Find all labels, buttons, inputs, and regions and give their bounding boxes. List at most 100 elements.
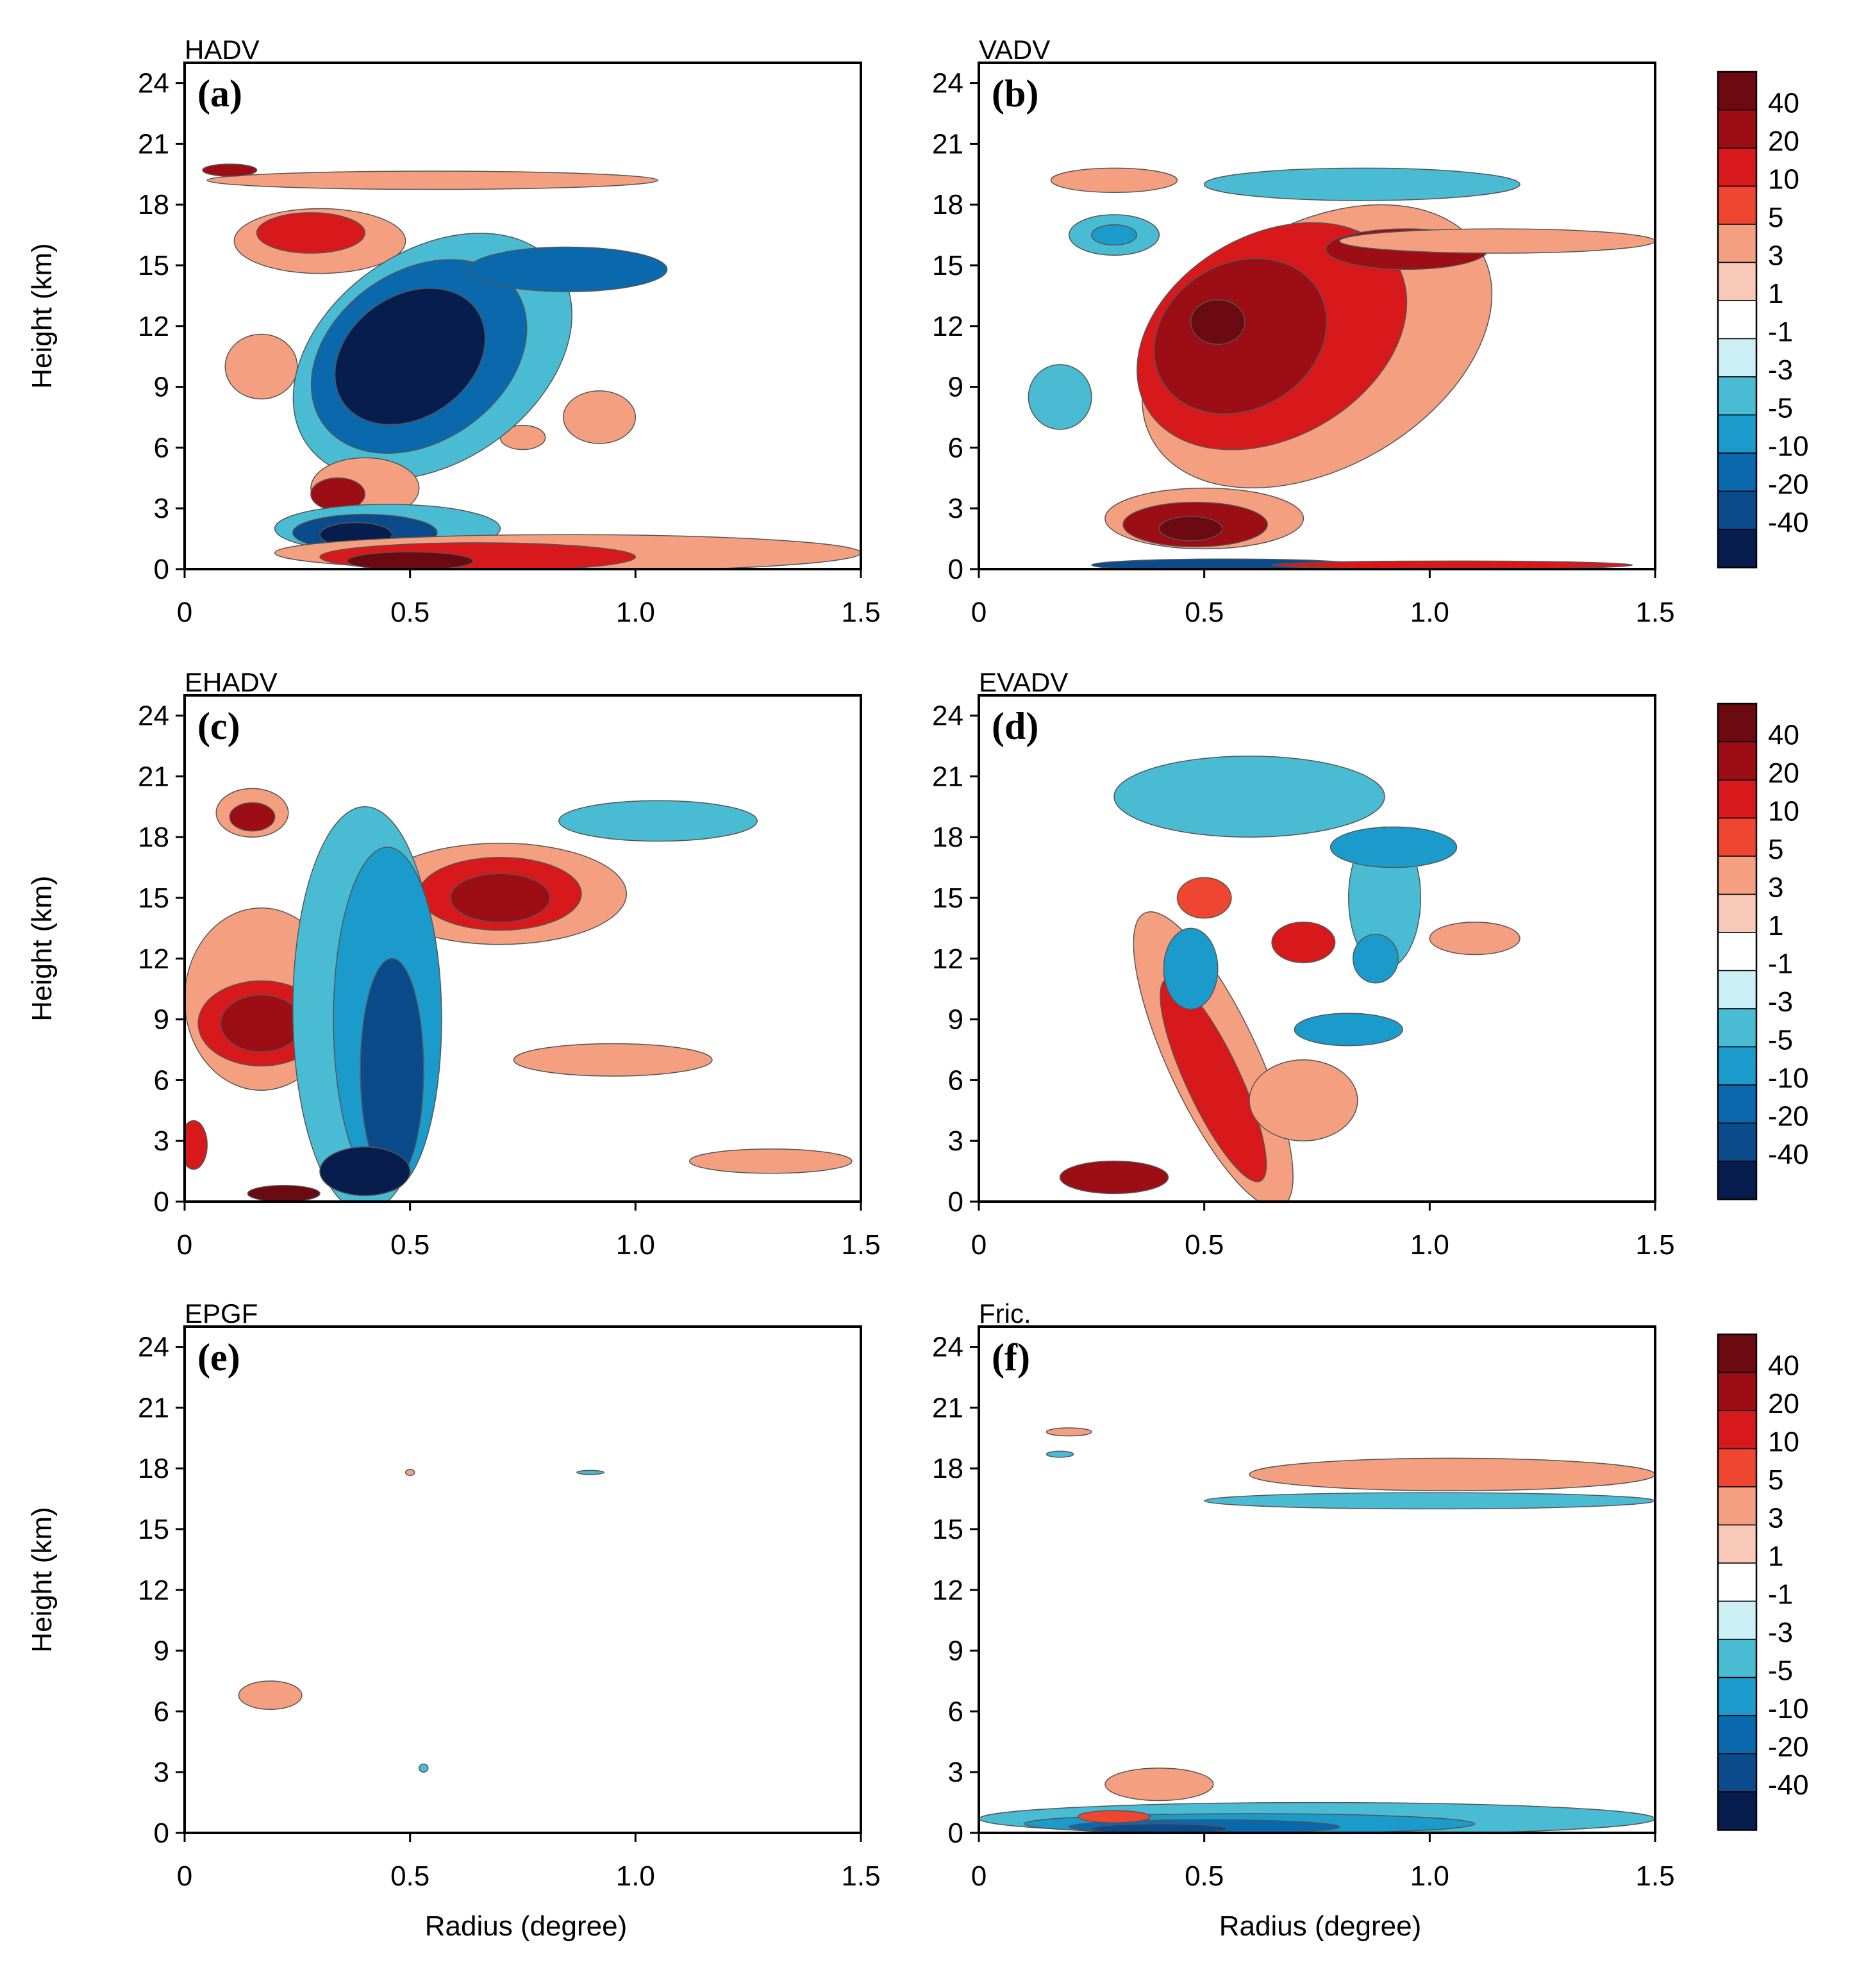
panel-c: 0 3 6 9 12 15 18 21 24 0 0.5 1.0 1.5 Height (km) EHADV… [26,667,881,1261]
y-tick-label: 12 [932,311,963,342]
panel-title: HADV [185,35,260,65]
plot-area [238,1469,604,1773]
y-tick-label: 3 [948,1125,963,1157]
contour-feature [563,390,637,444]
colorbar-swatch [1717,224,1757,263]
colorbar-swatch [1717,970,1757,1009]
colorbar-swatch [1717,1715,1757,1755]
y-tick-label: 0 [948,1818,963,1849]
colorbar-swatch [1717,856,1757,895]
contour-feature [1176,877,1232,919]
contour-feature [1429,922,1521,956]
panel-a: 0 3 6 9 12 15 18 21 24 0 0.5 1.0 1.5 Height (km) HADV (… [26,35,881,628]
colorbar-swatch [1717,932,1757,972]
colorbar-swatch [1717,261,1757,301]
panel-d: 0 3 6 9 12 15 18 21 24 0 0.5 1.0 1.5 EVADV (d) [932,667,1675,1261]
contour-feature [229,802,276,832]
x-tick-label: 1.0 [616,597,655,628]
panel-letter: (a) [197,72,242,115]
colorbar-swatch [1717,1161,1757,1200]
colorbar-label: 5 [1768,202,1783,233]
y-tick-label: 18 [932,1453,963,1484]
contour-feature [418,1763,429,1773]
y-tick-label: 21 [138,761,169,792]
colorbar-swatch [1717,1008,1757,1048]
colorbar-swatch [1717,703,1757,743]
colorbar-label: 10 [1768,164,1799,195]
contour-feature [1203,167,1521,201]
colorbar-label: -20 [1768,469,1809,501]
x-tick-label: 0 [177,597,192,628]
contour-feature [1249,1059,1358,1141]
colorbar-label: 1 [1768,910,1783,941]
colorbar-label: 1 [1768,278,1783,310]
colorbar-swatch [1717,1639,1757,1678]
colorbar-label: -40 [1768,1139,1809,1170]
colorbar: 40 20 10 5 3 1 -1 -3 -5 -10 -20 -40 [1717,1333,1809,1831]
x-tick-label: 0.5 [390,1229,429,1261]
y-tick-label: 0 [154,554,169,585]
plot-area [185,788,853,1202]
y-tick-label: 24 [932,1332,963,1363]
colorbar-label: 20 [1768,126,1799,157]
plot-area [1028,167,1655,569]
contour-feature [1249,1457,1655,1491]
colorbar-label: -5 [1768,1025,1793,1056]
colorbar-label: 20 [1768,758,1799,789]
contour-feature [576,1470,604,1475]
colorbar-swatch [1717,529,1757,568]
contour-feature [1046,1427,1092,1437]
colorbar-swatch [1717,490,1757,530]
x-tick-label: 0.5 [1185,1860,1224,1892]
colorbar-label: -40 [1768,507,1809,538]
plot-frame [183,694,862,1203]
colorbar: 40 20 10 5 3 1 -1 -3 -5 -10 -20 -40 [1717,70,1809,568]
y-tick-label: 21 [932,128,963,160]
colorbar-swatch [1717,1562,1757,1602]
panel-letter: (d) [992,705,1038,747]
colorbar-label: -3 [1768,1617,1793,1648]
contour-feature [468,246,668,292]
contour-feature [1046,1450,1074,1458]
contour-feature [450,873,551,923]
x-tick-label: 1.5 [841,597,880,628]
contour-feature [247,1184,321,1202]
plot-area [202,163,861,569]
y-tick-label: 15 [932,882,963,914]
y-tick-label: 18 [138,822,169,853]
y-tick-label: 6 [948,1696,963,1727]
contour-feature [1294,1013,1403,1047]
y-tick-label: 15 [138,250,169,281]
plot-frame [183,1325,862,1834]
y-tick-label: 6 [154,1064,169,1096]
panel-letter: (e) [197,1336,240,1379]
y-axis-label: Height (km) [26,243,58,388]
contour-feature [1091,224,1137,246]
y-tick-label: 9 [154,372,169,403]
plot-frame [978,1325,1656,1834]
panel-f: 0 3 6 9 12 15 18 21 24 0 0.5 1.0 1.5 Radius (degree) F… [932,1298,1675,1942]
colorbar-swatch [1717,1371,1757,1411]
colorbar: 40 20 10 5 3 1 -1 -3 -5 -10 -20 -40 [1717,702,1809,1200]
colorbar-swatch [1717,338,1757,377]
y-tick-label: 12 [932,1575,963,1606]
contour-feature [1059,1161,1169,1195]
plot-frame [978,62,1656,570]
panel-title: Fric. [979,1298,1031,1329]
y-tick-label: 0 [948,554,963,585]
contour-feature [1028,364,1092,430]
contour-feature [1353,934,1399,984]
x-axis-label: Radius (degree) [425,1910,628,1942]
colorbar-label: 3 [1768,1503,1783,1534]
x-tick-label: 1.5 [1635,1229,1674,1261]
contour-feature [1204,1492,1655,1510]
x-tick-label: 0 [971,597,987,628]
x-tick-label: 1.0 [1410,597,1449,628]
y-tick-label: 24 [932,700,963,732]
colorbar-swatch [1717,1677,1757,1716]
colorbar-swatch [1717,300,1757,340]
y-tick-label: 12 [138,311,169,342]
colorbar-swatch [1717,1600,1757,1640]
y-tick-label: 21 [932,761,963,792]
